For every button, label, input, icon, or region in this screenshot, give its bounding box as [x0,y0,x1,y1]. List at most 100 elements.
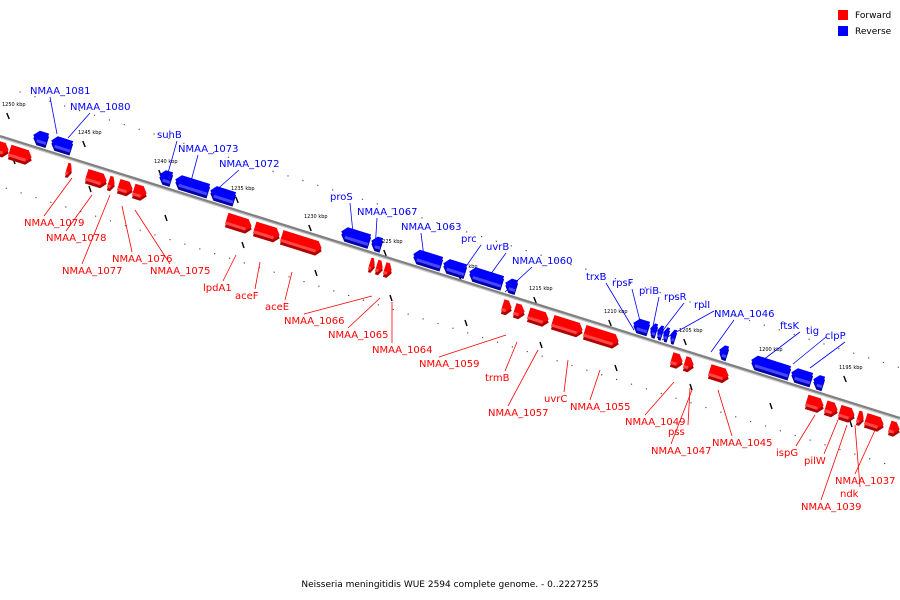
gene-nmaa-1075[interactable] [106,175,115,192]
gene-nmaa-1079[interactable] [0,140,9,158]
reverse-gene-label-nmaa-1046[interactable]: NMAA_1046 [714,309,775,320]
reverse-gene-label-tig[interactable]: tig [806,326,819,337]
reverse-gene-label-clpp[interactable]: clpP [825,331,846,342]
reverse-gene-label-trxb[interactable]: trxB [586,272,607,283]
gene-acef[interactable] [131,183,147,201]
gene-trmb[interactable] [382,262,392,278]
scale-dot [735,416,737,418]
reverse-gene-label-rpli[interactable]: rplI [694,300,710,311]
gene-uvrc[interactable] [512,303,525,320]
gene-nmaa-1065[interactable] [279,230,322,256]
gene-nmaa-1055[interactable] [526,307,549,327]
forward-leader-line [670,389,693,445]
gene-nmaa-1057[interactable] [500,299,512,316]
gene-pilw[interactable] [804,394,824,413]
gene-ndk[interactable] [823,400,838,418]
forward-gene-label-pilw[interactable]: pilW [804,456,826,467]
gene-nmaa-1076[interactable] [84,169,107,189]
forward-gene-label-acee[interactable]: aceE [265,302,289,313]
gene-nmaa-1039[interactable] [837,404,855,423]
forward-gene-label-nmaa-1055[interactable]: NMAA_1055 [570,402,631,413]
reverse-gene-label-nmaa-1081[interactable]: NMAA_1081 [30,86,91,97]
gene-nmaa-1063[interactable] [413,249,444,272]
gene-rpli[interactable] [670,329,678,345]
gene-nmaa-1066[interactable] [252,221,280,243]
reverse-gene-label-suhb[interactable]: suhB [157,130,182,141]
gene-tig[interactable] [791,368,814,388]
forward-gene-label-nmaa-1057[interactable]: NMAA_1057 [488,408,549,419]
gene-nmaa-1047[interactable] [669,352,683,369]
reverse-gene-label-nmaa-1060[interactable]: NMAA_1060 [512,256,573,267]
gene-acee[interactable] [224,212,252,234]
forward-gene-label-nmaa-1075[interactable]: NMAA_1075 [150,266,211,277]
gene-clpp[interactable] [813,375,826,392]
forward-gene-label-acef[interactable]: aceF [235,291,259,302]
reverse-gene-label-nmaa-1067[interactable]: NMAA_1067 [357,207,418,218]
gene-nmaa-1037[interactable] [863,413,884,432]
reverse-gene-label-nmaa-1073[interactable]: NMAA_1073 [178,144,239,155]
gene-trxb[interactable] [633,318,651,337]
gene-nmaa-1046[interactable] [719,345,730,362]
gene-pros[interactable] [341,227,372,249]
scale-dot [809,439,811,441]
gene-pss[interactable] [582,325,619,349]
gene-nmaa-1080[interactable] [51,136,74,156]
scale-dot [808,338,810,340]
forward-gene-label-nmaa-1066[interactable]: NMAA_1066 [284,316,345,327]
forward-gene-label-ispg[interactable]: ispG [776,448,798,459]
gene-nmaa-1078[interactable] [7,144,32,165]
gene-ftsk[interactable] [751,355,792,381]
reverse-gene-label-nmaa-1080[interactable]: NMAA_1080 [70,102,131,113]
reverse-gene-label-prib[interactable]: priB [639,286,659,297]
gene-nmaa-1072[interactable] [210,186,237,207]
reverse-gene-label-rpsf[interactable]: rpsF [612,278,634,289]
forward-gene-label-nmaa-1078[interactable]: NMAA_1078 [46,233,107,244]
forward-gene-label-nmaa-1059[interactable]: NMAA_1059 [419,359,480,370]
reverse-gene-label-ftsk[interactable]: ftsK [780,321,799,332]
forward-gene-label-lpda1[interactable]: lpdA1 [203,283,232,294]
forward-gene-label-nmaa-1064[interactable]: NMAA_1064 [372,345,433,356]
reverse-gene-label-nmaa-1072[interactable]: NMAA_1072 [219,159,280,170]
forward-gene-label-nmaa-1065[interactable]: NMAA_1065 [328,330,389,341]
scale-dot [556,360,558,362]
forward-gene-label-nmaa-1039[interactable]: NMAA_1039 [801,502,862,513]
gene-nmaa-1077[interactable] [64,162,72,178]
forward-gene-label-ndk[interactable]: ndk [840,489,859,500]
forward-gene-label-nmaa-1037[interactable]: NMAA_1037 [835,476,896,487]
reverse-gene-label-pros[interactable]: proS [330,192,353,203]
gene-uvrb[interactable] [469,267,505,291]
forward-gene-label-nmaa-1047[interactable]: NMAA_1047 [651,446,712,457]
gene-nmaa-1081[interactable] [33,130,50,148]
gene-prc[interactable] [443,259,468,279]
gene-lpda1[interactable] [116,179,133,197]
forward-gene-label-trmb[interactable]: trmB [485,373,510,384]
forward-gene-label-nmaa-1045[interactable]: NMAA_1045 [712,438,773,449]
forward-gene-label-nmaa-1076[interactable]: NMAA_1076 [112,254,173,265]
gene-nmaa-1073[interactable] [175,175,211,199]
reverse-gene-label-rpsr[interactable]: rpsR [664,292,687,303]
scale-dot [451,226,453,228]
forward-gene-label-uvrc[interactable]: uvrC [544,394,567,405]
legend-forward-swatch[interactable] [838,10,848,20]
gene-suhb[interactable] [159,170,174,187]
reverse-gene-label-prc[interactable]: prc [461,234,477,245]
forward-gene-label-nmaa-1077[interactable]: NMAA_1077 [62,266,123,277]
gene-nmaa-1060[interactable] [505,278,519,295]
gene-nmaa-1059[interactable] [374,259,383,276]
gene-nmaa-1064[interactable] [367,257,375,273]
forward-gene-label-nmaa-1079[interactable]: NMAA_1079 [24,218,85,229]
reverse-gene-label-nmaa-1063[interactable]: NMAA_1063 [401,222,462,233]
reverse-gene-label-uvrb[interactable]: uvrB [486,242,509,253]
forward-gene-label-pss[interactable]: pss [668,427,685,438]
gene-nmaa-1067[interactable] [371,236,384,253]
gene-nmaa-1037[interactable] [887,420,900,437]
gene-prib[interactable] [657,325,665,341]
gene-ispg[interactable] [707,364,729,384]
legend-reverse-swatch[interactable] [838,26,848,36]
gene-nmaa-1037[interactable] [855,410,864,426]
gene-rpsr[interactable] [663,327,671,343]
gene-nmaa-1045[interactable] [682,356,694,373]
gene-nmaa-1049[interactable] [550,315,583,338]
gene-rpsf[interactable] [650,323,659,339]
forward-gene-label-nmaa-1049[interactable]: NMAA_1049 [625,417,686,428]
